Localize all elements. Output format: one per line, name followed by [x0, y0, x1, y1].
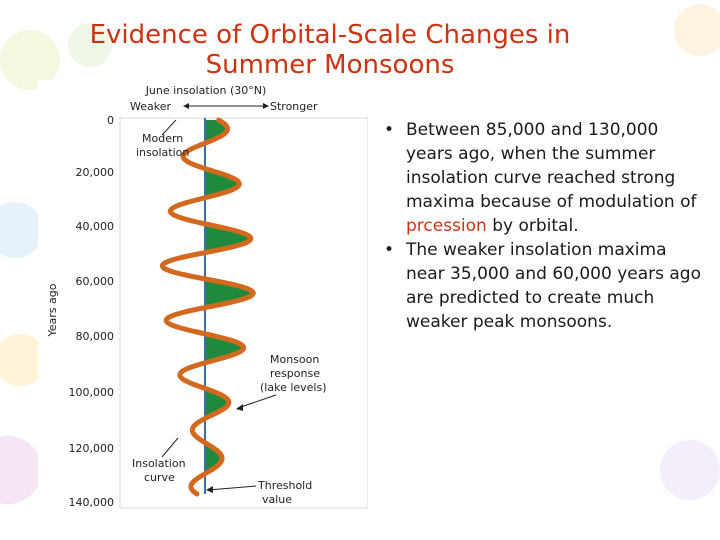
- annot-insolation-line2: curve: [144, 471, 175, 484]
- y-tick-20000: 20,000: [76, 166, 115, 179]
- annot-threshold-line2: value: [262, 493, 292, 506]
- annot-monsoon-arrowhead: [236, 404, 243, 411]
- plot-frame: [119, 117, 368, 509]
- annot-threshold-pointer: [207, 485, 257, 491]
- stronger-label: Stronger: [270, 100, 318, 113]
- annot-modern-line1: Modern: [142, 132, 183, 145]
- annot-monsoon-line1: Monsoon: [270, 353, 319, 366]
- header-arrow-right-head: [263, 103, 269, 109]
- annot-modern-line2: insolation: [136, 146, 189, 159]
- slide-title-line2: Summer Monsoons: [205, 50, 455, 80]
- header-arrow-left-head: [183, 103, 189, 109]
- bullet-1-part-3: by orbital.: [486, 216, 579, 236]
- slide-title-line1: Evidence of Orbital-Scale Changes in: [89, 20, 571, 50]
- insolation-curve: [159, 117, 256, 497]
- monsoon-figure: June insolation (30°N) Weaker Stronger Y…: [38, 80, 368, 512]
- y-axis-label: Years ago: [46, 283, 59, 337]
- annot-threshold-arrowhead: [206, 486, 213, 493]
- annot-insolation-line1: Insolation: [132, 457, 186, 470]
- bullet-dot-icon: •: [384, 120, 395, 140]
- figure-svg: June insolation (30°N) Weaker Stronger Y…: [46, 84, 368, 509]
- bullet-list: • Between 85,000 and 130,000 years ago, …: [378, 118, 708, 334]
- y-tick-0: 0: [107, 114, 114, 127]
- bullet-1-highlight: prcession: [406, 216, 487, 236]
- annot-threshold-line1: Threshold: [257, 479, 312, 492]
- y-tick-80000: 80,000: [76, 330, 115, 343]
- y-tick-140000: 140,000: [69, 496, 115, 509]
- y-tick-40000: 40,000: [76, 220, 115, 233]
- annot-insolation-pointer: [161, 437, 179, 458]
- annot-monsoon-line2: response: [270, 367, 320, 380]
- top-label: June insolation (30°N): [145, 84, 267, 97]
- y-tick-100000: 100,000: [69, 386, 115, 399]
- annot-monsoon-line3: (lake levels): [260, 381, 327, 394]
- bullet-item-2: • The weaker insolation maxima near 35,0…: [378, 238, 708, 334]
- y-tick-60000: 60,000: [76, 275, 115, 288]
- bullet-item-1: • Between 85,000 and 130,000 years ago, …: [378, 118, 708, 238]
- bullet-2-part-1: The weaker insolation maxima near 35,000…: [406, 240, 702, 332]
- annot-monsoon-pointer: [237, 394, 277, 409]
- slide-title: Evidence of Orbital-Scale Changes in Sum…: [20, 20, 640, 80]
- y-tick-120000: 120,000: [69, 442, 115, 455]
- bullet-1-part-1: Between 85,000 and 130,000 years ago, wh…: [406, 120, 697, 212]
- bullet-dot-icon: •: [384, 240, 395, 260]
- weaker-label: Weaker: [130, 100, 171, 113]
- y-tick-labels: 0 20,000 40,000 60,000 80,000 100,000 12…: [69, 114, 115, 509]
- annot-modern-pointer: [161, 119, 177, 136]
- monsoon-response-fill: [205, 120, 254, 494]
